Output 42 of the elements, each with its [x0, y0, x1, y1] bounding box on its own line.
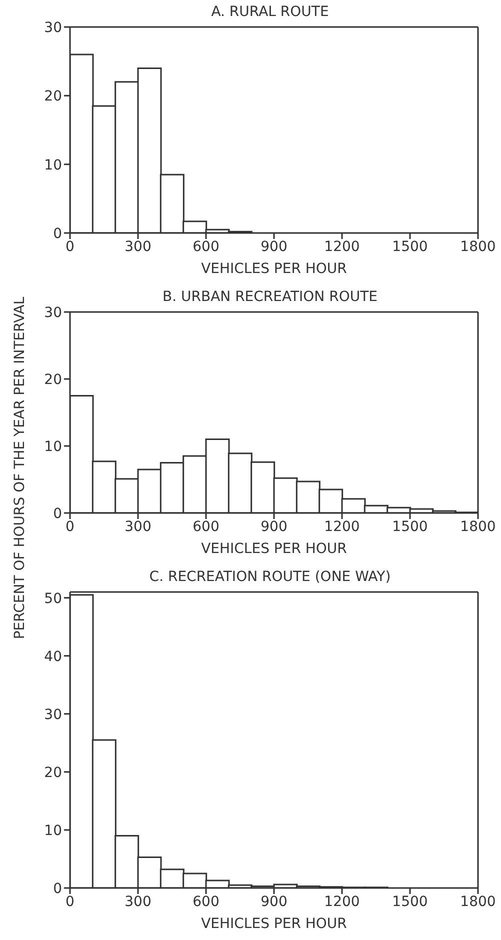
- y-tick-label: 10: [44, 438, 62, 455]
- x-tick-label: 1200: [324, 894, 360, 910]
- chart-title: C. RECREATION ROUTE (ONE WAY): [148, 569, 392, 585]
- x-tick-label: 300: [124, 518, 152, 535]
- x-tick-label: 300: [124, 894, 152, 910]
- y-tick-label: 20: [44, 88, 62, 105]
- x-tick-label: 0: [66, 894, 74, 910]
- y-tick-label: 0: [53, 880, 62, 897]
- x-tick-label: 1800: [460, 238, 496, 255]
- x-tick-label: 600: [192, 238, 220, 255]
- x-tick-label: 1800: [460, 894, 496, 910]
- x-tick-label: 1500: [392, 238, 428, 255]
- x-axis-title: VEHICLES PER HOUR: [201, 541, 348, 557]
- x-tick-label: 1200: [324, 518, 360, 535]
- x-tick-label: 900: [260, 238, 288, 255]
- y-tick-label: 20: [44, 372, 62, 388]
- y-tick-label: 0: [53, 506, 62, 522]
- x-tick-label: 0: [66, 238, 74, 255]
- y-tick-label: 20: [44, 764, 62, 781]
- y-tick-label: 0: [53, 226, 62, 242]
- x-tick-label: 900: [260, 894, 288, 910]
- x-tick-label: 1800: [460, 518, 496, 535]
- x-tick-label: 600: [192, 894, 220, 910]
- x-tick-label: 0: [66, 518, 74, 535]
- x-tick-label: 900: [260, 518, 288, 535]
- x-tick-label: 1500: [392, 518, 428, 535]
- y-tick-label: 30: [44, 706, 62, 723]
- x-axis-title: VEHICLES PER HOUR: [201, 261, 348, 277]
- x-tick-label: 600: [192, 518, 220, 535]
- x-tick-label: 1500: [392, 894, 428, 910]
- y-tick-label: 10: [44, 822, 62, 839]
- y-tick-label: 30: [44, 304, 62, 321]
- x-tick-label: 1200: [324, 238, 360, 255]
- x-axis-title: VEHICLES PER HOUR: [201, 916, 348, 932]
- y-tick-label: 40: [44, 648, 62, 665]
- y-axis-title: PERCENT OF HOURS OF THE YEAR PER INTERVAL: [12, 296, 28, 642]
- y-tick-label: 50: [44, 590, 62, 607]
- chart-title: B. URBAN RECREATION ROUTE: [161, 289, 378, 305]
- y-tick-label: 10: [44, 157, 62, 174]
- y-tick-label: 30: [44, 20, 62, 36]
- chart-title: A. RURAL ROUTE: [210, 4, 330, 20]
- x-tick-label: 300: [124, 238, 152, 255]
